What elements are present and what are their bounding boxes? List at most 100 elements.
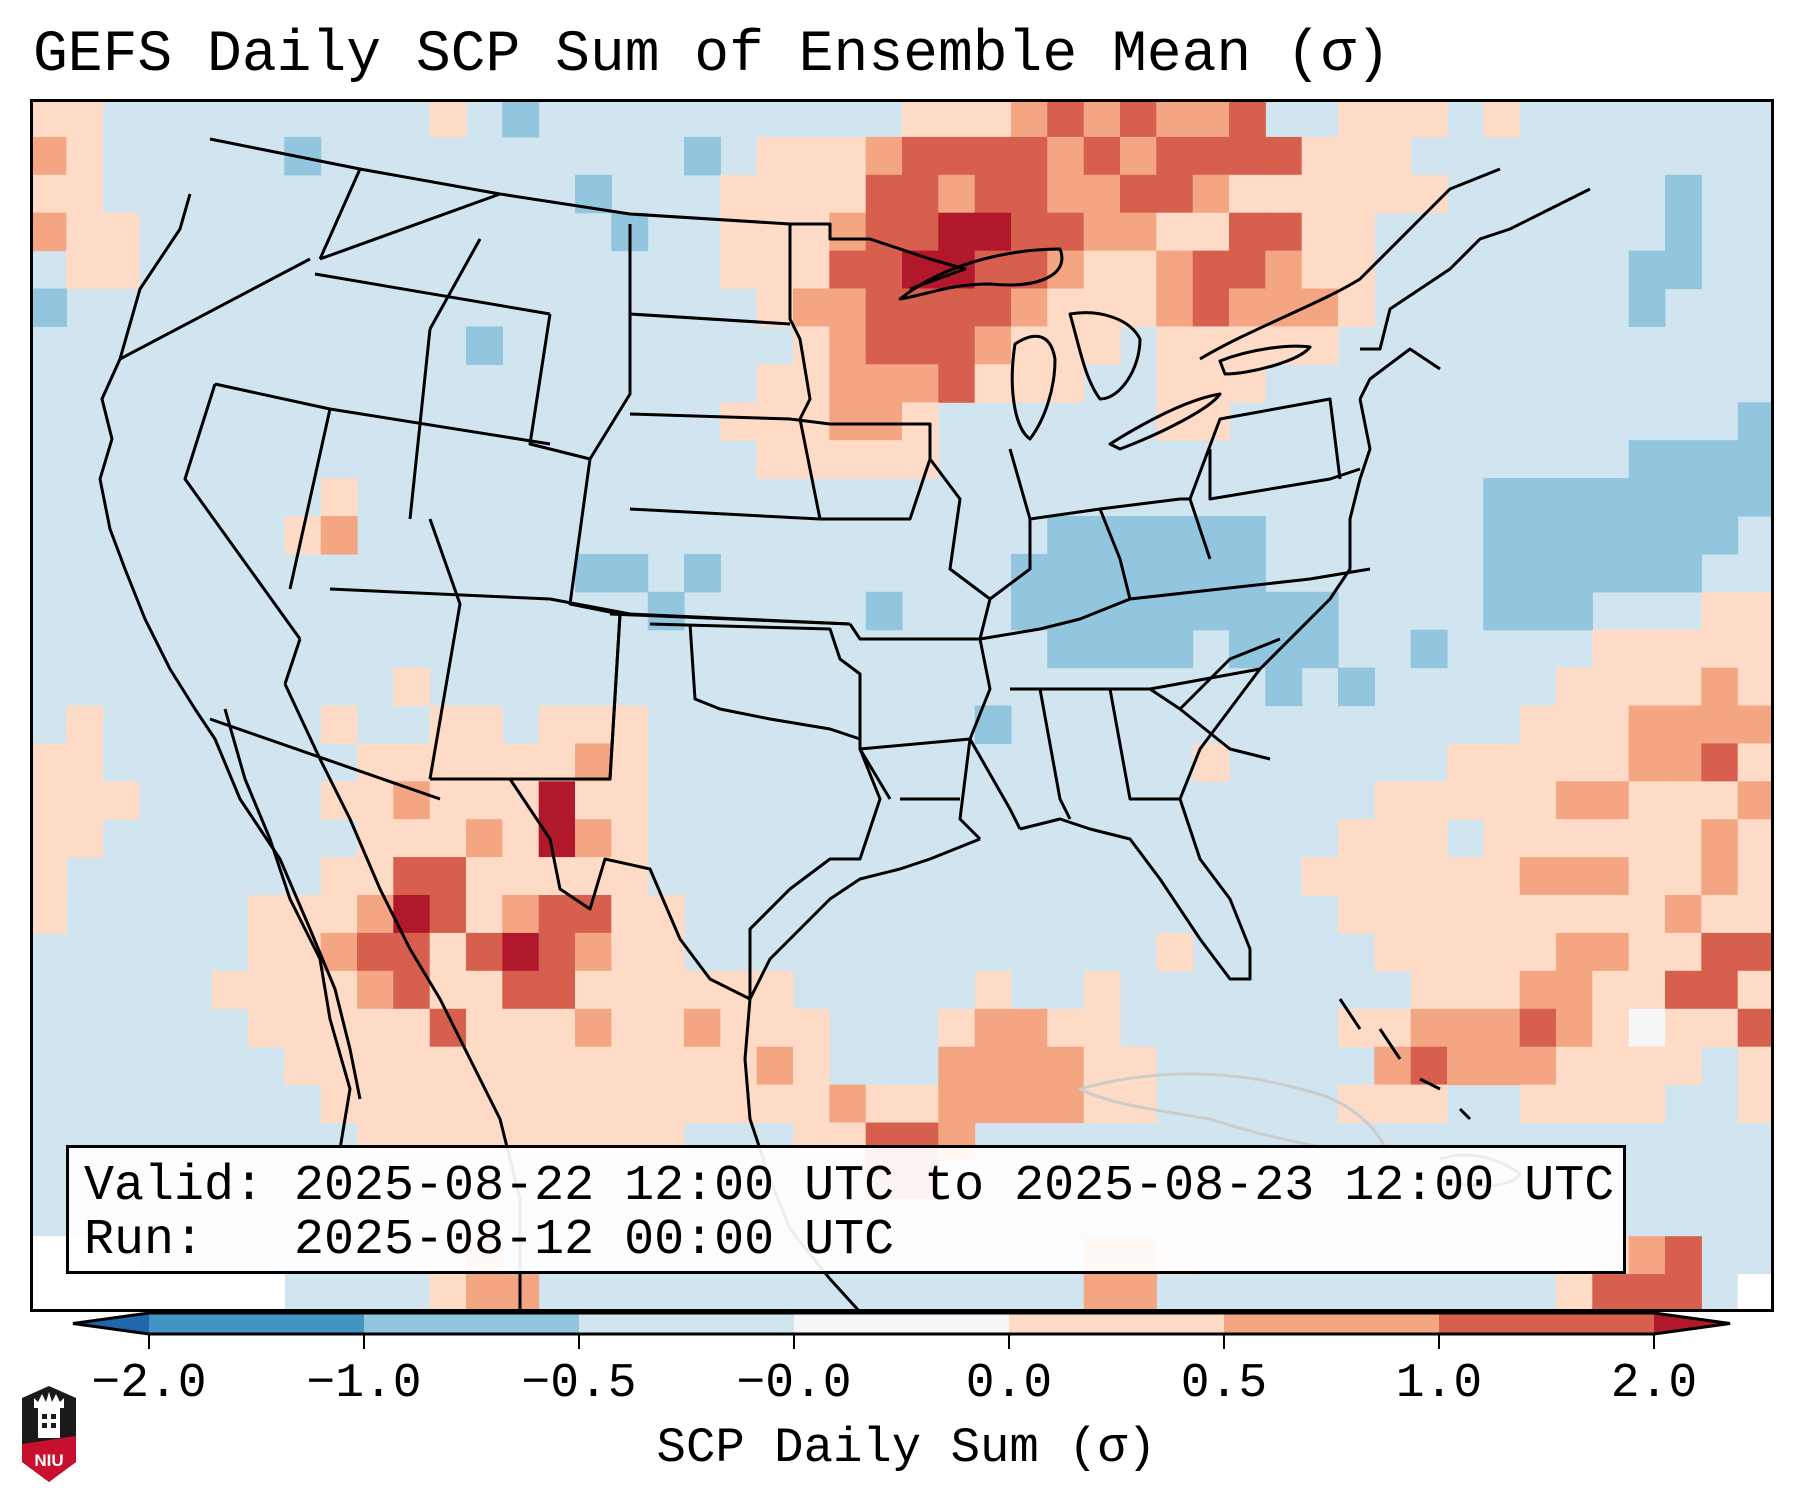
field-cell <box>1410 895 1448 934</box>
field-cell <box>1628 250 1666 290</box>
field-cell <box>1628 932 1666 972</box>
field-cell <box>793 250 830 290</box>
field-cell <box>1592 1084 1630 1124</box>
field-cell <box>684 1046 721 1086</box>
field-cell <box>1628 781 1666 820</box>
field-cell <box>102 781 140 820</box>
field-cell <box>902 174 939 214</box>
field-cell <box>1047 1084 1085 1124</box>
field-cell <box>1011 591 1048 631</box>
field-cell <box>756 440 794 479</box>
field-cell <box>1156 288 1194 327</box>
field-cell <box>30 781 67 820</box>
field-cell <box>829 288 867 327</box>
field-cell <box>429 857 467 896</box>
field-cell <box>538 743 576 782</box>
field-cell <box>720 1008 758 1048</box>
field-cell <box>1083 174 1121 214</box>
field-cell <box>1338 895 1375 934</box>
colorbar-tick-label: 2.0 <box>1610 1357 1698 1411</box>
field-cell <box>1628 1236 1666 1275</box>
field-cell <box>1737 743 1774 782</box>
field-cell <box>1265 174 1303 214</box>
lake-ontario <box>1218 344 1312 376</box>
field-cell <box>793 136 830 176</box>
field-cell <box>974 970 1012 1010</box>
field-cell <box>1628 970 1666 1010</box>
field-cell <box>1374 819 1412 858</box>
field-cell <box>1374 174 1412 214</box>
field-cell <box>1483 591 1521 631</box>
field-cell <box>938 99 976 138</box>
field-cell <box>865 1084 903 1124</box>
field-cell <box>1628 629 1666 669</box>
field-cell <box>320 478 358 517</box>
field-cell <box>466 1008 503 1048</box>
field-cell <box>1556 743 1593 782</box>
field-cell <box>829 136 867 176</box>
field-cell <box>575 743 612 782</box>
field-cell <box>720 1084 758 1124</box>
field-cell <box>1483 781 1521 820</box>
field-cell <box>1156 932 1194 972</box>
field-cell <box>102 250 140 290</box>
field-cell <box>1737 402 1774 441</box>
field-cell <box>1665 553 1702 593</box>
field-cell <box>357 1046 394 1086</box>
field-cell <box>66 99 104 138</box>
field-cell <box>1410 1046 1448 1086</box>
field-cell <box>466 932 503 972</box>
field-cell <box>1011 212 1048 252</box>
field-cell <box>611 553 649 593</box>
colorbar-label: SCP Daily Sum (σ) <box>656 1420 1157 1476</box>
field-cell <box>647 895 685 934</box>
field-cell <box>1374 781 1412 820</box>
field-cell <box>1556 516 1593 555</box>
field-cell <box>1628 895 1666 934</box>
field-cell <box>30 99 67 138</box>
field-cell <box>865 288 903 327</box>
field-cell <box>30 1236 67 1275</box>
field-cell <box>1156 250 1194 290</box>
field-cell <box>1192 743 1230 782</box>
east-coast <box>1019 167 1501 981</box>
field-cell <box>684 970 721 1010</box>
field-cell <box>102 1274 140 1312</box>
field-cell <box>720 212 758 252</box>
field-cell <box>1374 136 1412 176</box>
field-cell <box>1265 136 1303 176</box>
field-cell <box>1665 1008 1702 1048</box>
field-cell <box>1519 1008 1557 1048</box>
field-cell <box>66 212 104 252</box>
niu-logo: NIU <box>22 1386 76 1482</box>
field-cell <box>1301 629 1339 669</box>
field-cell <box>1519 591 1557 631</box>
field-cell <box>1665 1046 1702 1086</box>
field-cell <box>248 1274 285 1312</box>
field-cell <box>284 970 322 1010</box>
field-cell <box>538 781 576 820</box>
field-cell <box>1047 212 1085 252</box>
field-cell <box>1338 99 1375 138</box>
field-cell <box>1447 743 1484 782</box>
field-cell <box>320 1008 358 1048</box>
field-cell <box>720 250 758 290</box>
field-cell <box>720 402 758 441</box>
field-cell <box>793 288 830 327</box>
field-cell <box>393 1008 431 1048</box>
field-cell <box>1483 743 1521 782</box>
field-cell <box>1011 326 1048 365</box>
field-cell <box>1737 781 1774 820</box>
field-cell <box>902 136 939 176</box>
field-cell <box>1083 136 1121 176</box>
field-cell <box>1665 781 1702 820</box>
field-cell <box>1338 819 1375 858</box>
field-cell <box>1628 478 1666 517</box>
field-cell <box>1556 970 1593 1010</box>
us-canada-border <box>209 137 967 291</box>
field-cell <box>502 1084 540 1124</box>
field-cell <box>1592 1274 1630 1312</box>
field-cell <box>1701 895 1739 934</box>
map-panel <box>30 99 1774 1312</box>
field-cell <box>1665 250 1702 290</box>
